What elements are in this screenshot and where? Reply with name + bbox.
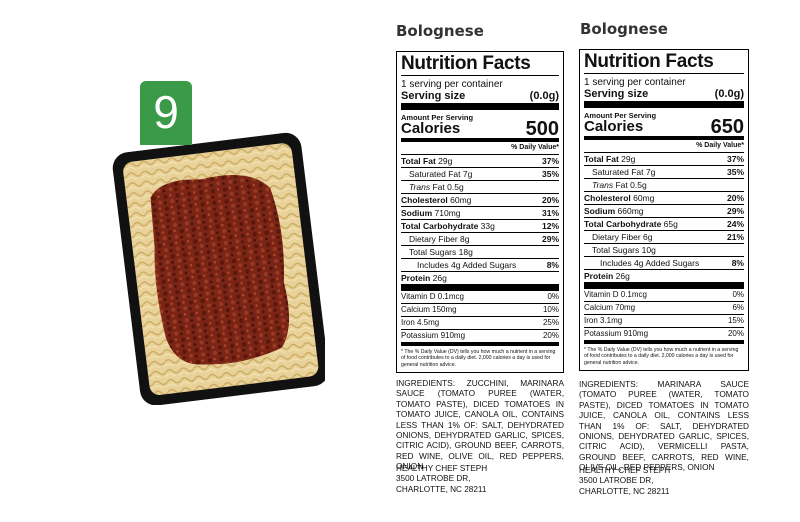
calories-row: Calories 500 — [401, 118, 559, 142]
saturated-fat-row: Saturated Fat 7g 35% — [401, 168, 559, 181]
daily-value-footnote: * The % Daily Value (DV) tells you how m… — [584, 347, 739, 366]
calories-value: 500 — [525, 118, 559, 140]
total-sugars-row: Total Sugars 10g — [584, 244, 744, 257]
protein-row: Protein 26g — [401, 272, 559, 291]
ingredients-text: INGREDIENTS: ZUCCHINI, MARINARA SAUCE (T… — [396, 378, 564, 472]
calories-value: 650 — [710, 116, 744, 138]
cholesterol-row: Cholesterol 60mg 20% — [401, 195, 559, 207]
dietary-fiber-row: Dietary Fiber 6g 21% — [584, 231, 744, 244]
added-sugars-row: Includes 4g Added Sugars 8% — [584, 257, 744, 270]
vitamin-d-row: Vitamin D 0.1mcg 0% — [584, 289, 744, 302]
total-fat-row: Total Fat 29g 37% — [584, 154, 744, 166]
serving-size-row: Serving size (0.0g) — [584, 88, 744, 108]
cholesterol-row: Cholesterol 60mg 20% — [584, 193, 744, 205]
vitamin-d-row: Vitamin D 0.1mcg 0% — [401, 291, 559, 304]
iron-row: Iron 4.5mg 25% — [401, 317, 559, 330]
sodium-row: Sodium 660mg 29% — [584, 206, 744, 218]
protein-row: Protein 26g — [584, 270, 744, 289]
daily-value-footnote: * The % Daily Value (DV) tells you how m… — [401, 349, 556, 368]
total-carbohydrate-row: Total Carbohydrate 65g 24% — [584, 219, 744, 231]
potassium-row: Potassium 910mg 20% — [584, 328, 744, 344]
serving-size-row: Serving size (0.0g) — [401, 90, 559, 110]
potassium-row: Potassium 910mg 20% — [401, 330, 559, 346]
trans-fat-row: Trans Fat 0.5g — [401, 181, 559, 194]
product-title: Bolognese — [396, 22, 484, 40]
dietary-fiber-row: Dietary Fiber 8g 29% — [401, 233, 559, 246]
nutrition-facts-panel: Nutrition Facts 1 serving per container … — [396, 51, 564, 373]
amount-per-serving: Amount Per Serving — [401, 113, 474, 122]
saturated-fat-row: Saturated Fat 7g 35% — [584, 166, 744, 179]
product-title: Bolognese — [580, 20, 668, 38]
total-fat-row: Total Fat 29g 37% — [401, 156, 559, 168]
sodium-row: Sodium 710mg 31% — [401, 208, 559, 220]
added-sugars-row: Includes 4g Added Sugars 8% — [401, 259, 559, 272]
ingredients-text: INGREDIENTS: MARINARA SAUCE (TOMATO PURE… — [579, 379, 749, 473]
servings-per-container: 1 serving per container — [584, 77, 686, 88]
total-sugars-row: Total Sugars 18g — [401, 246, 559, 259]
nutrition-facts-panel: Nutrition Facts 1 serving per container … — [579, 49, 749, 371]
product-photo — [112, 132, 325, 405]
trans-fat-row: Trans Fat 0.5g — [584, 179, 744, 192]
calcium-row: Calcium 70mg 6% — [584, 302, 744, 315]
manufacturer-address: HEALTHY CHEF STEPH 3500 LATROBE DR, CHAR… — [396, 464, 488, 494]
amount-per-serving: Amount Per Serving — [584, 111, 657, 120]
manufacturer-address: HEALTHY CHEF STEPH 3500 LATROBE DR, CHAR… — [579, 466, 671, 496]
total-carbohydrate-row: Total Carbohydrate 33g 12% — [401, 221, 559, 233]
meal-number-badge: 9 — [140, 81, 192, 145]
calcium-row: Calcium 150mg 10% — [401, 304, 559, 317]
iron-row: Iron 3.1mg 15% — [584, 315, 744, 328]
calories-row: Calories 650 — [584, 116, 744, 140]
nutrition-facts-heading: Nutrition Facts — [584, 50, 744, 74]
nutrition-facts-heading: Nutrition Facts — [401, 52, 559, 76]
daily-value-header: % Daily Value* — [584, 140, 744, 153]
daily-value-header: % Daily Value* — [401, 142, 559, 155]
servings-per-container: 1 serving per container — [401, 79, 503, 90]
